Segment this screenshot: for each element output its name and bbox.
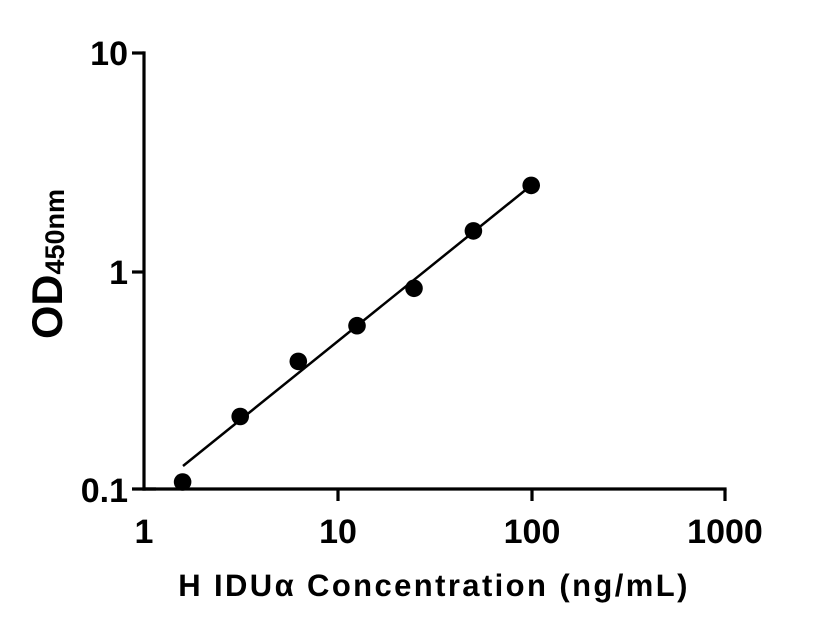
svg-text:0.1: 0.1: [81, 472, 128, 510]
svg-text:H IDUα Concentration (ng/mL): H IDUα Concentration (ng/mL): [178, 568, 690, 603]
svg-text:10: 10: [90, 35, 128, 73]
svg-text:1: 1: [135, 513, 154, 551]
svg-text:10: 10: [319, 513, 357, 551]
svg-text:1: 1: [109, 254, 128, 292]
svg-text:1000: 1000: [687, 513, 763, 551]
svg-text:100: 100: [504, 513, 561, 551]
